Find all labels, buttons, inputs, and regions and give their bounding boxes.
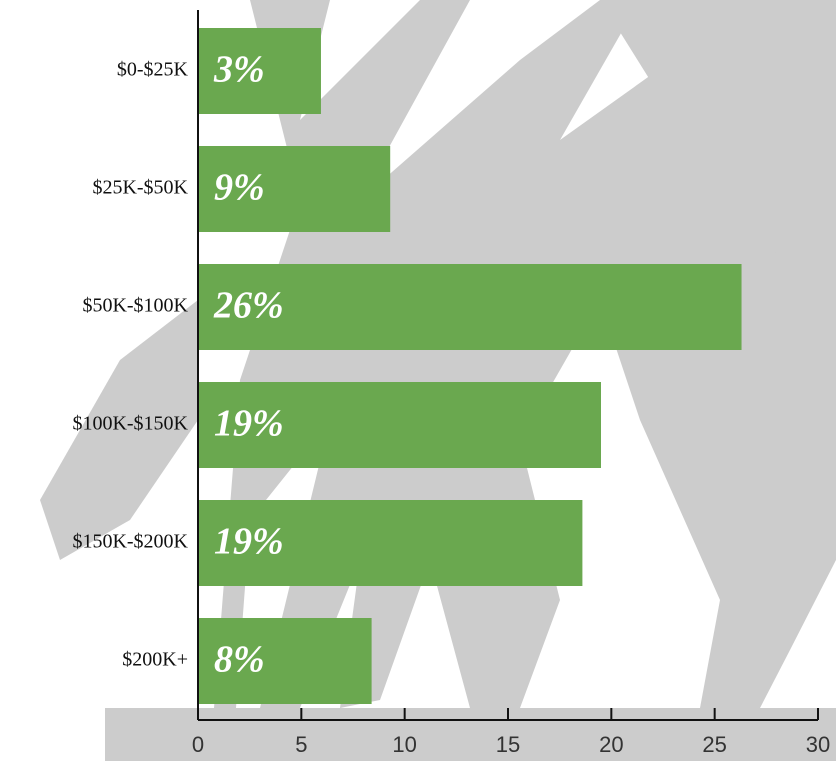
bar <box>198 28 321 114</box>
bar-label: 26% <box>213 285 284 327</box>
background-art <box>40 0 836 761</box>
y-tick-label: $200K+ <box>122 649 188 671</box>
bar <box>198 146 391 232</box>
x-tick-label: 10 <box>392 732 416 757</box>
x-tick-label: 25 <box>702 732 726 757</box>
x-tick-label: 20 <box>599 732 623 757</box>
bar <box>198 264 742 350</box>
y-tick-label: $100K-$150K <box>72 413 188 435</box>
bar <box>198 382 601 468</box>
x-tick-label: 5 <box>295 732 307 757</box>
bar-label: 9% <box>214 167 265 209</box>
bar-label: 3% <box>213 49 265 91</box>
x-tick-label: 30 <box>806 732 830 757</box>
bar <box>198 618 372 704</box>
bar-label: 19% <box>214 521 284 563</box>
bar-label: 19% <box>214 403 284 445</box>
y-tick-label: $25K-$50K <box>92 177 188 199</box>
y-tick-label: $50K-$100K <box>82 295 188 317</box>
y-tick-label: $150K-$200K <box>72 531 188 553</box>
bar-label: 8% <box>214 639 265 681</box>
y-tick-label: $0-$25K <box>117 59 189 81</box>
x-tick-label: 15 <box>496 732 520 757</box>
bar <box>198 500 583 586</box>
x-tick-label: 0 <box>192 732 204 757</box>
